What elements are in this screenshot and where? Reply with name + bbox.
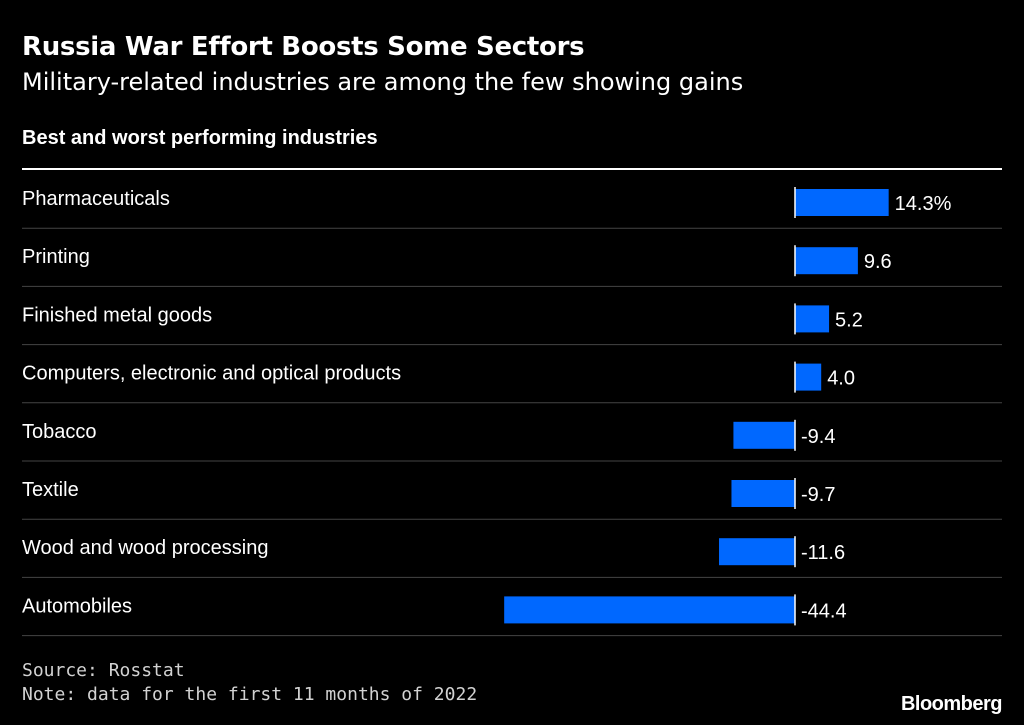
- value-label: -44.4: [801, 600, 847, 622]
- category-label: Wood and wood processing: [22, 537, 268, 559]
- bar: [731, 480, 795, 507]
- value-label: -9.4: [801, 426, 835, 448]
- category-label: Finished metal goods: [22, 304, 212, 326]
- category-label: Printing: [22, 246, 90, 268]
- category-label: Textile: [22, 479, 79, 501]
- value-label: -11.6: [801, 542, 845, 564]
- bar-chart: Pharmaceuticals 14.3% Printing 9.6 Finished …: [22, 168, 1002, 637]
- bar: [733, 421, 795, 449]
- data-note: Note: data for the first 11 months of 20…: [22, 684, 478, 705]
- chart-title: Russia War Effort Boosts Some Sectors: [22, 32, 585, 62]
- value-label: 9.6: [864, 251, 892, 273]
- bar: [795, 247, 858, 275]
- bar: [504, 596, 795, 624]
- bar: [795, 305, 830, 333]
- bar: [795, 363, 822, 391]
- value-label: -9.7: [801, 484, 835, 506]
- category-label: Computers, electronic and optical produc…: [22, 363, 401, 385]
- chart-subtitle: Military-related industries are among th…: [22, 68, 744, 96]
- value-label: 5.2: [835, 309, 863, 331]
- category-label: Tobacco: [22, 421, 97, 443]
- section-label: Best and worst performing industries: [22, 127, 378, 149]
- source-note: Source: Rosstat: [22, 660, 185, 681]
- value-label: 14.3%: [895, 193, 952, 215]
- bloomberg-logo: Bloomberg: [900, 693, 1003, 715]
- bar: [719, 538, 795, 566]
- category-label: Pharmaceuticals: [22, 188, 170, 210]
- bar: [795, 189, 889, 216]
- value-label: 4.0: [827, 368, 855, 390]
- category-label: Automobiles: [22, 595, 132, 617]
- chart-rows: Pharmaceuticals 14.3% Printing 9.6 Finished …: [22, 187, 1002, 637]
